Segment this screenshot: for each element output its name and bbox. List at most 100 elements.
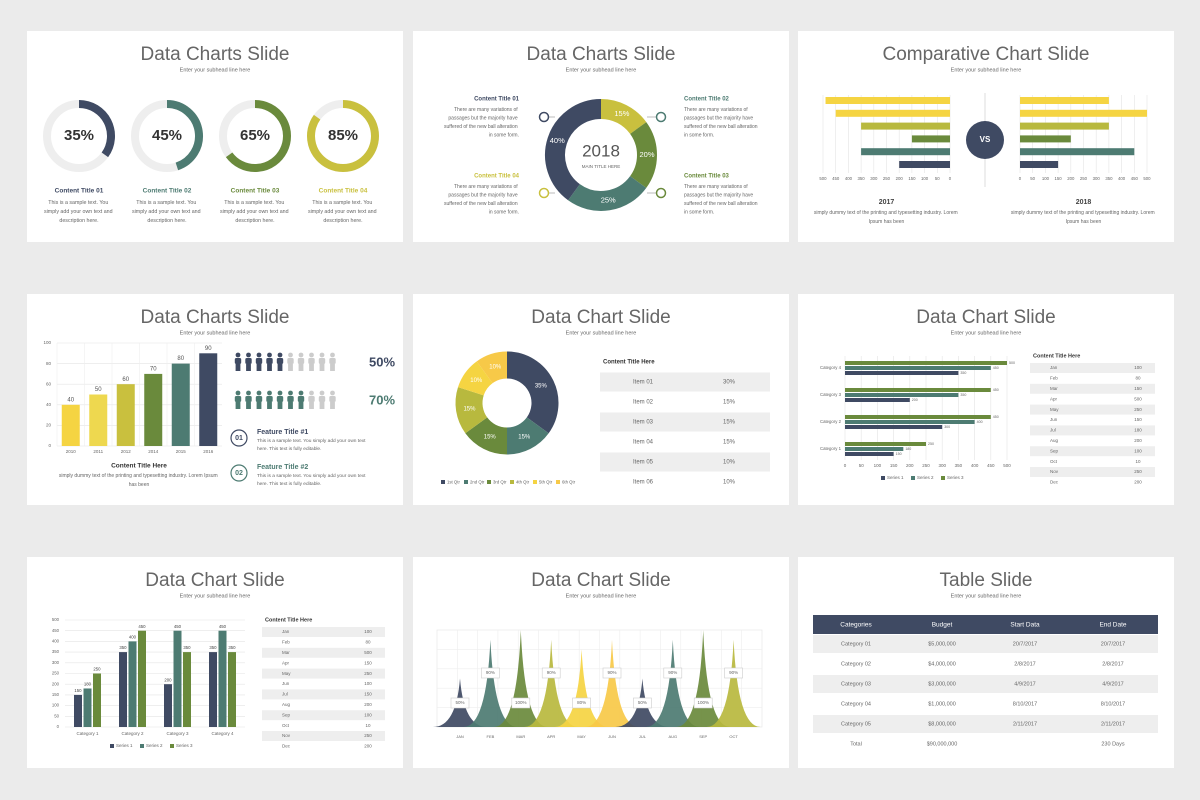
y-tick-label: 60 xyxy=(46,381,52,386)
bar xyxy=(209,652,217,727)
bar xyxy=(825,97,950,104)
legend-swatch xyxy=(510,480,514,484)
pictogram-empty xyxy=(308,390,336,409)
row-shade xyxy=(1030,425,1155,436)
value-label: 70 xyxy=(150,366,157,372)
table-cell: 100 xyxy=(1134,448,1142,453)
segment-label: 15% xyxy=(518,434,531,440)
x-tick-label: 150 xyxy=(908,176,916,181)
x-tick-label: 100 xyxy=(874,463,882,468)
table-cell: 4/9/2017 xyxy=(1014,681,1035,687)
table-cell: Jan xyxy=(282,629,290,634)
legend-label: 3rd Qtr xyxy=(493,480,507,485)
bar xyxy=(89,394,108,446)
bar xyxy=(173,630,182,727)
bar xyxy=(835,109,950,117)
bar xyxy=(83,688,92,727)
legend-label: Series 2 xyxy=(146,743,163,748)
icon-head xyxy=(235,352,241,358)
table-cell: 200 xyxy=(1134,480,1142,485)
x-tick-label: 350 xyxy=(858,176,866,181)
legend-label: Series 1 xyxy=(887,475,904,480)
table-cell: 2/11/2017 xyxy=(1101,721,1125,727)
x-tick-label: 250 xyxy=(883,176,891,181)
icon-legs xyxy=(298,402,304,409)
progress-arc xyxy=(225,100,291,172)
icon-body xyxy=(234,358,242,364)
slide-title: Comparative Chart Slide xyxy=(883,44,1090,65)
icon-head xyxy=(256,390,262,396)
row-shade xyxy=(262,647,385,658)
icon-legs xyxy=(309,364,314,371)
value-label: 350 xyxy=(960,371,966,375)
y-tick-label: 40 xyxy=(46,402,52,407)
legend-swatch xyxy=(464,480,468,484)
x-tick-label: 0 xyxy=(949,176,952,181)
bar xyxy=(1020,135,1071,143)
value-label: 90% xyxy=(547,670,556,675)
x-tick-label: MAY xyxy=(577,734,586,739)
icon-legs xyxy=(246,364,251,371)
table-cell: 30% xyxy=(723,380,736,386)
progress-label: 45% xyxy=(152,127,182,144)
value-label: 350 xyxy=(228,645,236,650)
icon-body xyxy=(308,358,315,364)
slide-subtitle: Enter your subhead line here xyxy=(951,593,1022,599)
x-tick-label: 400 xyxy=(1118,176,1126,181)
content-title: Content Title 03 xyxy=(231,188,280,195)
table-cell: Category 04 xyxy=(841,701,871,707)
icon-legs xyxy=(267,402,272,409)
donut-segment xyxy=(568,175,647,211)
table-cell: Item 03 xyxy=(633,420,654,426)
bar xyxy=(199,353,218,446)
x-tick-label: 0 xyxy=(844,463,847,468)
x-tick-label: 350 xyxy=(955,463,963,468)
legend-swatch xyxy=(881,476,885,480)
icon-legs xyxy=(330,402,335,409)
bar xyxy=(845,371,959,375)
table-cell: $4,000,000 xyxy=(928,661,956,667)
icon-legs xyxy=(235,402,241,409)
y-tick-label: 100 xyxy=(43,340,51,345)
row-shade xyxy=(813,715,1158,733)
paragraph: This is a sample text. You simply add yo… xyxy=(257,473,367,487)
label-box xyxy=(633,697,652,709)
table-cell: Item 05 xyxy=(633,460,654,466)
progress-arc xyxy=(78,100,115,158)
table-cell: 100 xyxy=(364,629,372,634)
x-tick-label: 2010 xyxy=(66,449,77,454)
row-shade xyxy=(262,731,385,741)
icon-head xyxy=(277,390,283,396)
paragraph: This is a sample text. You simply add yo… xyxy=(257,438,367,452)
table-cell: 15% xyxy=(723,440,736,446)
y-tick-label: 100 xyxy=(52,703,60,708)
table-cell: Item 04 xyxy=(633,440,654,446)
table-cell: $8,000,000 xyxy=(928,721,956,727)
slide: Table Slide Enter your subhead line here C… xyxy=(798,557,1174,768)
value-label: 400 xyxy=(129,635,137,640)
icon-legs xyxy=(319,402,325,409)
table-cell: 10 xyxy=(365,723,371,728)
x-tick-label: JUN xyxy=(608,734,616,739)
content-title: Content Title 01 xyxy=(55,188,104,195)
value-label: 100% xyxy=(515,700,527,705)
x-tick-label: Category 4 xyxy=(211,731,234,736)
slide: Data Chart Slide Enter your subhead line … xyxy=(798,294,1174,505)
table-cell: 100 xyxy=(364,712,372,717)
table-cell: Nov xyxy=(282,733,291,738)
icon-head xyxy=(330,390,335,396)
slide-subtitle: Enter your subhead line here xyxy=(566,593,637,599)
icon-legs xyxy=(256,364,262,371)
table-cell: Item 06 xyxy=(633,480,654,486)
slide-background xyxy=(27,31,403,242)
segment-label: 40% xyxy=(550,136,565,145)
icon-legs xyxy=(319,364,325,371)
legend-label: 5th Qtr xyxy=(539,480,553,485)
y-tick-label: 250 xyxy=(52,671,60,676)
value-label: 80% xyxy=(577,700,586,705)
icon-body xyxy=(287,396,294,402)
icon-head xyxy=(256,352,262,358)
icon-body xyxy=(329,396,336,402)
table-cell: 250 xyxy=(364,671,372,676)
label-box xyxy=(511,697,531,709)
